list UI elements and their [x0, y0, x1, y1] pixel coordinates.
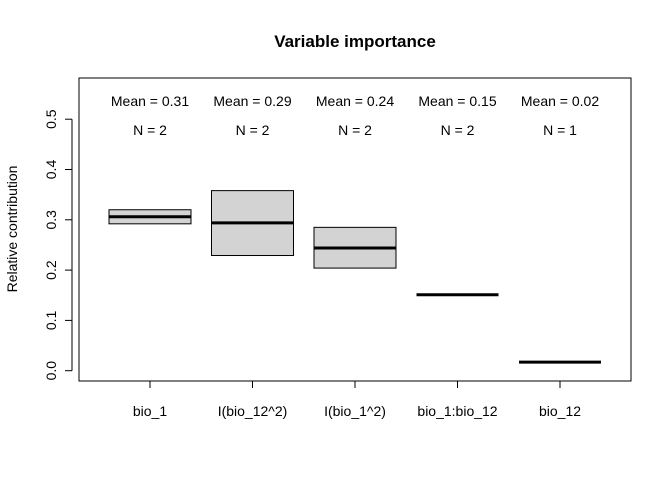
y-tick-label: 0.4: [43, 160, 59, 180]
mean-label: Mean = 0.31: [111, 93, 189, 109]
mean-label: Mean = 0.29: [213, 93, 291, 109]
n-label: N = 2: [441, 122, 475, 138]
n-label: N = 2: [133, 122, 167, 138]
y-tick-label: 0.0: [43, 361, 59, 381]
chart-title: Variable importance: [274, 32, 436, 51]
x-tick-label: bio_1: [133, 403, 167, 419]
x-tick-label: bio_1:bio_12: [417, 403, 497, 419]
y-tick-label: 0.5: [43, 109, 59, 129]
y-tick-label: 0.2: [43, 260, 59, 280]
n-label: N = 2: [338, 122, 372, 138]
x-tick-label: I(bio_1^2): [324, 403, 386, 419]
mean-label: Mean = 0.24: [316, 93, 394, 109]
x-tick-label: bio_12: [539, 403, 581, 419]
mean-label: Mean = 0.15: [418, 93, 496, 109]
mean-label: Mean = 0.02: [521, 93, 599, 109]
y-axis-label: Relative contribution: [4, 166, 20, 293]
y-tick-label: 0.1: [43, 310, 59, 330]
n-label: N = 1: [543, 122, 577, 138]
x-tick-label: I(bio_12^2): [218, 403, 288, 419]
n-label: N = 2: [236, 122, 270, 138]
y-tick-label: 0.3: [43, 210, 59, 230]
